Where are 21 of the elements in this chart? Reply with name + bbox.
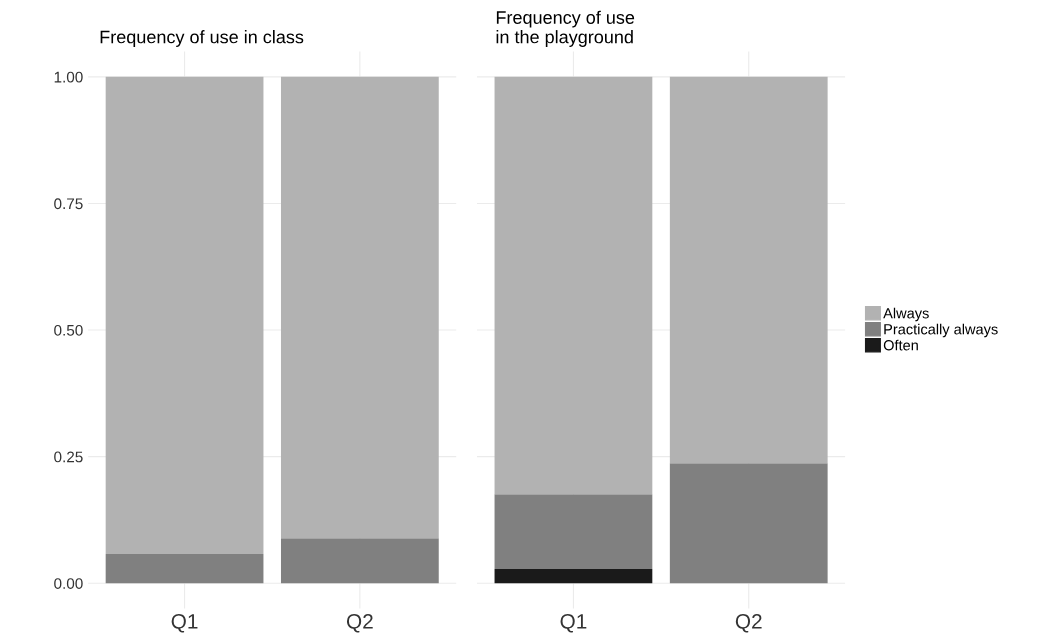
bar xyxy=(669,76,828,464)
bar xyxy=(280,538,439,584)
bar xyxy=(105,553,264,584)
x-tick-label: Q1 xyxy=(171,613,198,633)
x-tick-label: Q1 xyxy=(560,613,587,633)
chart-title: Frequency of use in the playground xyxy=(496,10,635,47)
bar xyxy=(494,569,653,584)
chart-title: Frequency of use in class xyxy=(100,30,304,47)
y-tick-label: 0.75 xyxy=(54,198,83,210)
legend-label: Practically always xyxy=(884,323,998,338)
x-tick-label: Q2 xyxy=(346,613,373,633)
y-tick-label: 1.00 xyxy=(54,71,83,83)
legend-label: Always xyxy=(883,307,929,322)
y-tick-label: 0.25 xyxy=(54,451,83,463)
y-tick-label: 0.00 xyxy=(54,578,83,589)
y-tick-label: 0.50 xyxy=(54,324,83,336)
bar xyxy=(669,463,828,584)
x-tick-label: Q2 xyxy=(735,613,762,633)
bar xyxy=(494,76,653,495)
legend-label: Often xyxy=(883,339,918,351)
bar xyxy=(494,494,653,570)
